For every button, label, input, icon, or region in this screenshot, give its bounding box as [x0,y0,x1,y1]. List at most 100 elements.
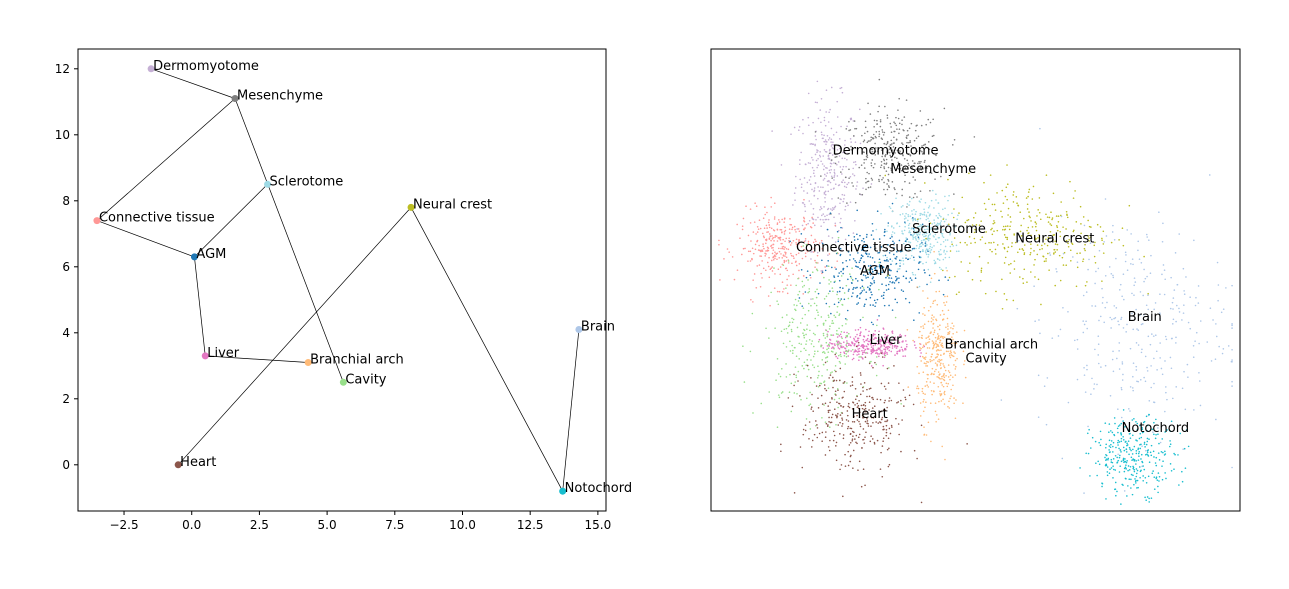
embedding-point [925,218,928,221]
embedding-point [814,259,816,262]
embedding-point [844,453,846,456]
embedding-point [839,221,841,224]
embedding-point [942,240,945,243]
embedding-point [785,260,788,262]
embedding-point [749,222,752,224]
embedding-point [861,290,864,292]
embedding-point [996,244,999,246]
embedding-point [778,290,781,293]
embedding-point [1124,426,1126,428]
embedding-point [1112,274,1114,277]
embedding-point [765,242,767,245]
embedding-point [798,129,800,131]
embedding-point [852,357,855,360]
embedding-point [846,427,849,430]
embedding-point [1034,236,1036,239]
embedding-point [1195,296,1197,299]
embedding-point [1083,366,1085,369]
embedding-point [929,281,932,283]
embedding-point [1051,217,1054,219]
embedding-point [824,218,827,221]
embedding-point [798,230,801,233]
embedding-point [826,228,829,231]
embedding-point [882,328,885,330]
embedding-point [825,175,828,177]
embedding-point [1181,480,1184,483]
embedding-point [1176,304,1178,307]
embedding-point [806,181,809,184]
embedding-point [1087,452,1090,455]
embedding-point [1002,225,1005,228]
embedding-point [1122,457,1125,460]
embedding-point [852,449,855,452]
embedding-point [840,86,843,89]
embedding-point [1147,308,1150,311]
embedding-point [939,390,941,393]
embedding-point [887,260,889,262]
embedding-point [779,239,782,241]
embedding-point [1076,266,1079,269]
embedding-point [840,171,842,173]
embedding-point [850,277,853,279]
embedding-point [941,309,944,312]
embedding-point [887,166,890,169]
embedding-point [826,134,829,137]
embedding-point [855,163,857,166]
embedding-point [1112,468,1115,471]
embedding-point [1186,363,1189,366]
embedding-point [1002,228,1004,231]
embedding-point [894,122,896,125]
embedding-point [808,338,811,341]
embedding-point [897,268,899,270]
embedding-point [1117,320,1119,323]
embedding-point [923,211,926,213]
embedding-point [1096,383,1098,386]
embedding-point [736,269,739,271]
embedding-point [768,276,771,279]
embedding-point [1124,458,1126,460]
embedding-point [884,350,887,352]
embedding-point [922,239,925,241]
embedding-point [1170,470,1173,472]
embedding-point [1098,319,1100,322]
embedding-point [1177,454,1179,456]
embedding-point [963,363,965,366]
embedding-point [940,268,943,271]
embedding-point [890,424,893,427]
embedding-point [803,177,806,179]
embedding-point [842,434,845,436]
embedding-point [771,238,774,240]
embedding-point [884,105,886,108]
embedding-point [784,255,786,257]
embedding-point [895,116,897,119]
embedding-point [1185,276,1187,278]
embedding-point [790,410,793,413]
embedding-point [1047,236,1050,239]
embedding-point [1111,231,1114,233]
embedding-point [889,280,891,283]
embedding-point [869,284,872,287]
embedding-point [818,338,821,341]
embedding-point [828,426,831,429]
embedding-point [885,428,888,431]
embedding-point [868,287,871,290]
embedding-point [860,383,862,385]
embedding-point [906,141,908,144]
embedding-point [1112,224,1114,227]
embedding-point [898,350,900,352]
embedding-point [856,354,858,356]
embedding-point [834,344,836,347]
embedding-point [880,164,883,167]
embedding-point [880,382,883,385]
embedding-point [863,158,866,161]
embedding-point [828,344,830,346]
embedding-point [859,142,862,145]
embedding-point [785,237,788,240]
embedding-point [826,208,829,211]
embedding-point [880,246,883,248]
embedding-point [884,354,887,357]
embedding-point [870,321,873,324]
embedding-point [824,190,827,193]
embedding-point [886,230,888,233]
embedding-point [862,345,864,347]
